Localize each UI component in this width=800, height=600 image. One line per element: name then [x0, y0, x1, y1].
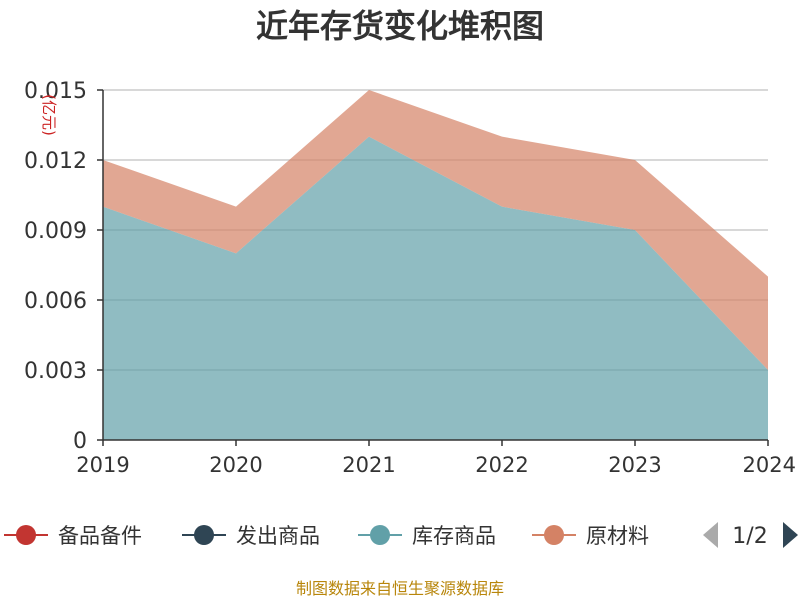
legend-label: 备品备件	[58, 524, 142, 548]
legend-item[interactable]: 原材料	[532, 524, 649, 548]
y-tick-label: 0.006	[24, 289, 87, 314]
legend: 备品备件 发出商品 库存商品 原材料	[4, 524, 649, 548]
y-tick-labels: 0 0.003 0.006 0.009 0.012 0.015	[24, 79, 87, 454]
x-tick-label: 2023	[608, 453, 661, 477]
series-areas	[103, 90, 768, 440]
x-tick-label: 2024	[743, 453, 796, 477]
legend-marker-icon	[194, 525, 214, 545]
x-tick-label: 2021	[342, 453, 395, 477]
legend-item[interactable]: 发出商品	[182, 524, 320, 548]
legend-pager: 1/2	[703, 522, 798, 549]
legend-marker-icon	[16, 525, 36, 545]
chart-title: 近年存货变化堆积图	[256, 7, 544, 45]
axes	[97, 89, 769, 446]
legend-label: 发出商品	[236, 524, 320, 548]
x-tick-label: 2019	[76, 453, 129, 477]
footer-source: 制图数据来自恒生聚源数据库	[296, 579, 504, 598]
y-axis-unit-label: (亿元)	[40, 94, 58, 136]
pager-next-icon[interactable]	[783, 522, 798, 548]
pager-label: 1/2	[732, 524, 767, 549]
legend-item[interactable]: 库存商品	[358, 524, 496, 548]
x-tick-labels: 2019 2020 2021 2022 2023 2024	[76, 453, 796, 477]
legend-label: 库存商品	[412, 524, 496, 548]
y-tick-label: 0.009	[24, 219, 87, 244]
legend-marker-icon	[370, 525, 390, 545]
y-tick-label: 0	[73, 429, 87, 454]
legend-marker-icon	[544, 525, 564, 545]
x-tick-label: 2020	[209, 453, 262, 477]
legend-item[interactable]: 备品备件	[4, 524, 142, 548]
pager-prev-icon[interactable]	[703, 522, 718, 548]
y-tick-label: 0.012	[24, 149, 87, 174]
series-area-0[interactable]	[103, 136, 768, 440]
y-tick-label: 0.003	[24, 359, 87, 384]
series-area-1[interactable]	[103, 90, 768, 370]
y-tick-label: 0.015	[24, 79, 87, 104]
legend-label: 原材料	[586, 524, 649, 548]
x-tick-label: 2022	[475, 453, 528, 477]
